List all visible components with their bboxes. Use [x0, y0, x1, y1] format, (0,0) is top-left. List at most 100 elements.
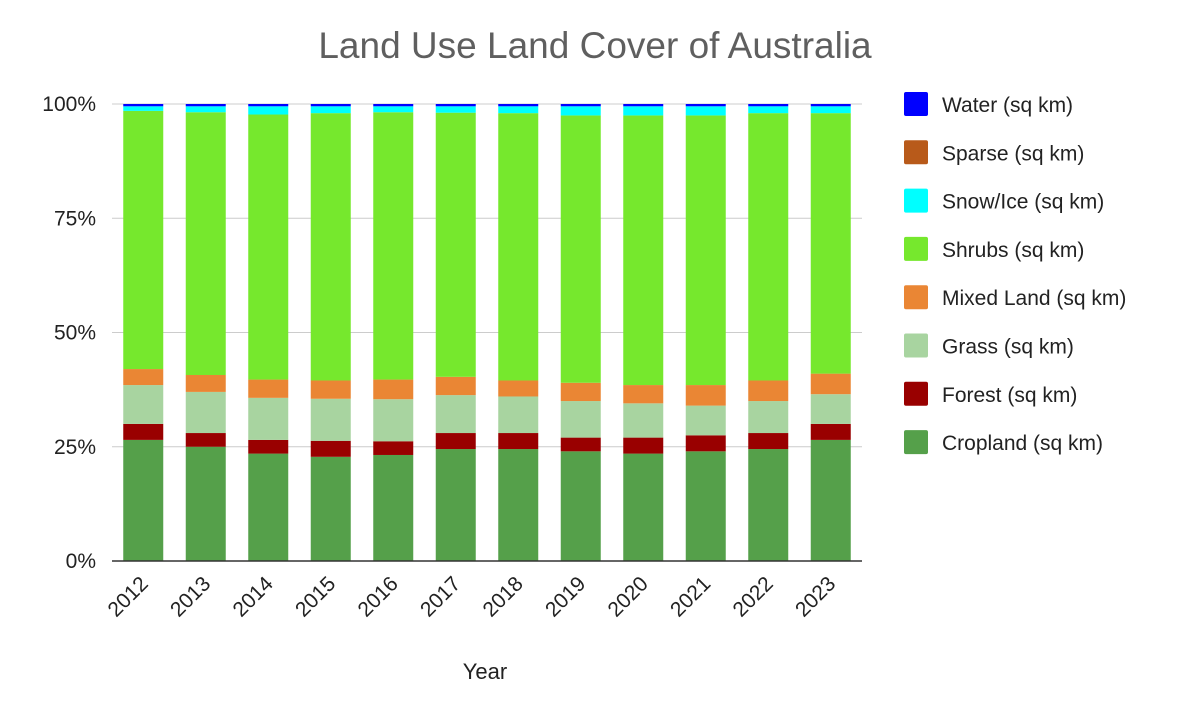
- bar-segment: [435, 395, 476, 434]
- bar-segment: [498, 433, 539, 450]
- bar-segment: [623, 453, 664, 561]
- bar-segment: [748, 104, 789, 107]
- bar-segment: [310, 380, 351, 399]
- legend-swatch: [904, 188, 928, 213]
- bar-segment: [623, 115, 664, 386]
- bar-segment: [373, 379, 414, 400]
- legend-label: Forest (sq km): [942, 384, 1077, 407]
- bar-segment: [248, 397, 289, 440]
- bar-segment: [498, 106, 539, 114]
- bar-segment: [685, 451, 726, 561]
- bar-segment: [810, 104, 851, 107]
- gridlines: [112, 103, 862, 448]
- bar-segment: [435, 449, 476, 561]
- bar-segment: [498, 396, 539, 434]
- bar-segment: [248, 106, 289, 115]
- legend-label: Sparse (sq km): [942, 142, 1084, 165]
- bar-segment: [248, 104, 289, 107]
- x-tick-label: 2019: [541, 572, 590, 621]
- bar-segment: [248, 379, 289, 398]
- x-tick-label: 2023: [791, 572, 840, 621]
- y-tick-label: 50%: [54, 322, 96, 345]
- bar-segment: [810, 373, 851, 395]
- bar-segment: [810, 113, 851, 374]
- bar-segment: [373, 106, 414, 113]
- bar-segment: [623, 385, 664, 404]
- x-tick-label: 2022: [728, 572, 777, 621]
- bar-segment: [185, 433, 226, 447]
- bar-segment: [498, 449, 539, 561]
- legend-swatch: [904, 430, 928, 455]
- y-tick-label: 25%: [54, 436, 96, 459]
- bar-segment: [498, 380, 539, 397]
- x-axis-title: Year: [463, 659, 507, 684]
- x-tick-label: 2021: [666, 572, 715, 621]
- bar-segment: [560, 104, 601, 107]
- bar-segment: [748, 449, 789, 561]
- bar-segment: [748, 401, 789, 434]
- bar-segment: [248, 114, 289, 380]
- bar-segment: [748, 433, 789, 450]
- bar-segment: [748, 380, 789, 402]
- bar-segment: [435, 112, 476, 377]
- bar-segment: [685, 115, 726, 386]
- bar-segment: [685, 104, 726, 107]
- chart-title: Land Use Land Cover of Australia: [318, 25, 872, 66]
- legend-swatch: [904, 236, 928, 261]
- bar-segment: [185, 375, 226, 392]
- bar-segment: [560, 451, 601, 561]
- bar-segment: [185, 106, 226, 113]
- bar-segment: [560, 115, 601, 383]
- bar-segment: [373, 104, 414, 107]
- bar-segment: [310, 104, 351, 107]
- bar-segment: [310, 456, 351, 561]
- bar-segment: [185, 391, 226, 434]
- bar-segment: [623, 403, 664, 438]
- bar-segment: [435, 104, 476, 107]
- legend: Water (sq km) Sparse (sq km) Snow/Ice (sq …: [904, 92, 1126, 455]
- bar-segment: [560, 106, 601, 116]
- bar-segment: [185, 446, 226, 561]
- bars: [123, 104, 851, 561]
- bar-segment: [435, 106, 476, 113]
- y-tick-label: 0%: [66, 550, 96, 573]
- y-tick-label: 75%: [54, 207, 96, 230]
- bar-segment: [748, 106, 789, 114]
- legend-swatch: [904, 140, 928, 165]
- bar-segment: [123, 439, 164, 561]
- bar-segment: [373, 112, 414, 380]
- legend-label: Shrubs (sq km): [942, 239, 1084, 262]
- bar-segment: [685, 106, 726, 116]
- bar-segment: [310, 398, 351, 441]
- bar-segment: [123, 106, 164, 111]
- y-tick-label: 100%: [42, 93, 96, 116]
- bar-segment: [810, 394, 851, 424]
- bar-segment: [435, 376, 476, 396]
- bar-segment: [560, 382, 601, 402]
- bar-segment: [623, 437, 664, 454]
- bar-segment: [248, 439, 289, 454]
- bar-segment: [310, 113, 351, 381]
- bar-segment: [623, 106, 664, 116]
- x-tick-label: 2017: [416, 572, 465, 621]
- bar-segment: [123, 104, 164, 107]
- bar-segment: [185, 104, 226, 107]
- x-tick-label: 2018: [478, 572, 527, 621]
- bar-segment: [810, 439, 851, 561]
- x-tick-label: 2013: [166, 572, 215, 621]
- bar-segment: [310, 440, 351, 457]
- legend-swatch: [904, 92, 928, 116]
- legend-swatch: [904, 381, 928, 406]
- bar-segment: [560, 401, 601, 438]
- bar-segment: [810, 423, 851, 440]
- legend-label: Mixed Land (sq km): [942, 287, 1126, 310]
- bar-segment: [373, 399, 414, 442]
- x-tick-label: 2016: [353, 572, 402, 621]
- bar-segment: [123, 110, 164, 370]
- bar-segment: [810, 106, 851, 114]
- bar-segment: [498, 104, 539, 107]
- bar-segment: [123, 423, 164, 440]
- bar-segment: [685, 435, 726, 452]
